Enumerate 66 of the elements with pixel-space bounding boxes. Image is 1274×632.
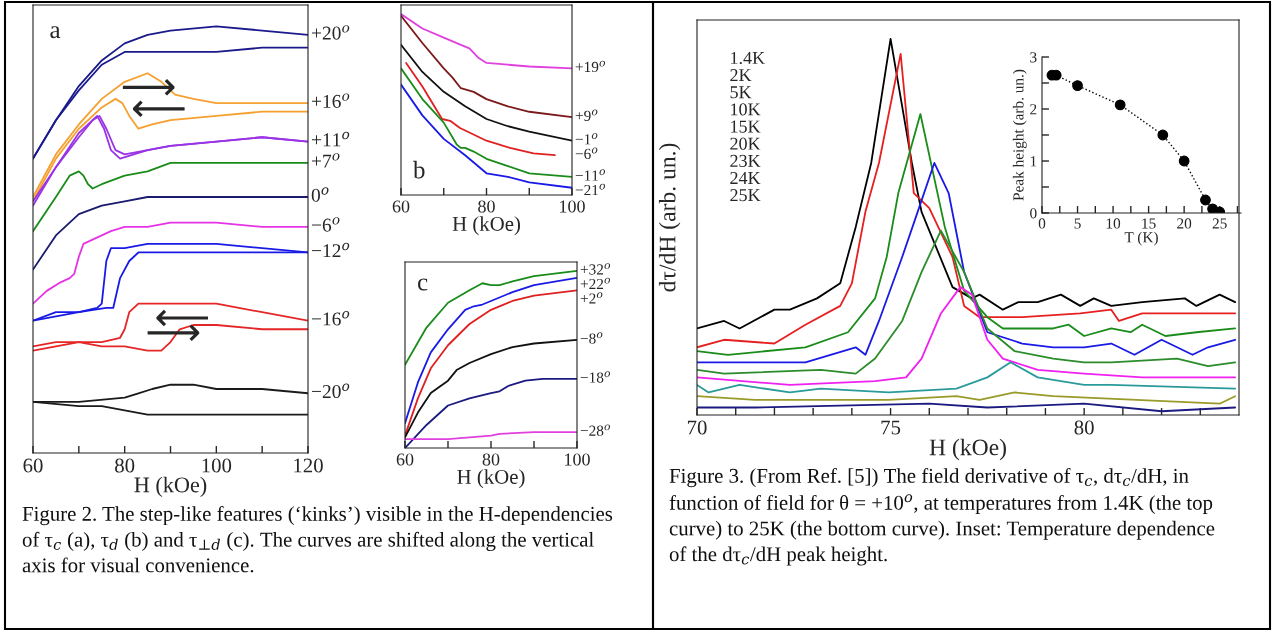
annotation: a bbox=[50, 26, 61, 39]
x-axis-title: H (kOe) bbox=[457, 469, 525, 489]
annotation: 10K bbox=[731, 103, 761, 116]
x-tick-label: 100 bbox=[560, 200, 585, 213]
series-label: −28$^{o}$ bbox=[580, 424, 611, 436]
annotation: b bbox=[412, 160, 425, 179]
x-tick-label: 100 bbox=[202, 458, 232, 473]
y-tick-label: 2 bbox=[1030, 104, 1037, 115]
series-label: −6$^{o}$ bbox=[575, 147, 598, 159]
series-label: +11$^{o}$ bbox=[311, 131, 350, 147]
x-tick-label: 80 bbox=[478, 200, 495, 213]
annotation: 23K bbox=[730, 154, 761, 167]
x-tick-label: 60 bbox=[23, 458, 43, 473]
annotation: ⟵ bbox=[132, 100, 185, 118]
x-axis-title: H (kOe) bbox=[134, 476, 207, 497]
x-axis-title: H (kOe) bbox=[929, 438, 1006, 461]
x-tick-label: 60 bbox=[392, 200, 410, 213]
text: Figure 2. The step-like features (‘kinks’) visible in the H-dependencies of τ$_{c}$ (a), τ$_{d}$ (b) and τ$_{⊥d}$ (c). The curves are shifted along the vertical axis for visual convenience. bbox=[22, 506, 613, 573]
series-label: 0$^{o}$ bbox=[311, 187, 329, 202]
y-axis-title: dτ/dH (arb. un.) bbox=[658, 143, 681, 292]
series-label: −20$^{o}$ bbox=[311, 383, 350, 399]
series-label: +19$^{o}$ bbox=[575, 60, 606, 73]
y-tick-label: 3 bbox=[1030, 52, 1037, 63]
series-label: −1$^{o}$ bbox=[575, 133, 598, 145]
x-axis-title: H (kOe) bbox=[452, 216, 520, 236]
x-tick-label: 15 bbox=[1142, 218, 1156, 229]
y-tick-label: 1 bbox=[1030, 156, 1037, 167]
series-label: −11$^{o}$ bbox=[575, 169, 606, 181]
annotation: c bbox=[417, 278, 428, 291]
series-label: −8$^{o}$ bbox=[580, 332, 603, 344]
x-tick-label: 80 bbox=[482, 453, 500, 466]
series-label: +22$^{o}$ bbox=[580, 277, 611, 289]
series-label: −16$^{o}$ bbox=[311, 311, 350, 326]
x-tick-label: 80 bbox=[115, 458, 135, 473]
x-tick-label: 0 bbox=[1038, 218, 1046, 229]
annotation: 24K bbox=[730, 171, 761, 184]
x-tick-label: 70 bbox=[687, 420, 707, 435]
series-label: +16$^{o}$ bbox=[311, 93, 350, 108]
annotation: 5K bbox=[730, 86, 752, 99]
series-label: +32$^{o}$ bbox=[580, 263, 611, 275]
x-tick-label: 60 bbox=[396, 453, 414, 466]
x-tick-label: 5 bbox=[1074, 218, 1081, 229]
annotation: 1.4K bbox=[731, 51, 765, 65]
series-label: −6$^{o}$ bbox=[311, 217, 340, 232]
series-label: −21$^{o}$ bbox=[575, 183, 606, 196]
x-tick-label: 80 bbox=[1074, 420, 1094, 435]
text: Figure 3. (From Ref. [5]) The field derivative of τ$_{c}$, dτ$_{c}$/dH, in function of field for θ = +10$^{o}$, at temperatures from 1.4K (the top curve) to 25K (the bottom curve). Inset: Temperature dependence of the dτ$_{c}$/dH peak height. bbox=[669, 468, 1215, 566]
series-label: +7$^{o}$ bbox=[311, 153, 340, 168]
x-tick-label: 25 bbox=[1212, 218, 1227, 229]
annotation: ⟵ bbox=[156, 309, 208, 327]
series-label: −18$^{o}$ bbox=[580, 371, 611, 383]
annotation: 2K bbox=[730, 69, 752, 81]
annotation: 15K bbox=[731, 120, 761, 133]
x-tick-label: 75 bbox=[881, 420, 901, 435]
series-label: +20$^{o}$ bbox=[311, 25, 350, 40]
series-label: −12$^{o}$ bbox=[311, 242, 350, 258]
x-tick-label: 20 bbox=[1177, 218, 1192, 229]
series-label: +2$^{o}$ bbox=[580, 292, 603, 304]
x-tick-label: 10 bbox=[1106, 218, 1121, 229]
y-axis-title: Peak height (arb. un.) bbox=[1012, 69, 1027, 201]
annotation: 25K bbox=[730, 189, 761, 202]
annotation: 20K bbox=[730, 137, 761, 150]
x-tick-label: 120 bbox=[294, 458, 323, 473]
series-label: +9$^{o}$ bbox=[575, 109, 598, 121]
x-tick-label: 100 bbox=[565, 453, 590, 466]
x-axis-title: T (K) bbox=[1124, 231, 1158, 246]
